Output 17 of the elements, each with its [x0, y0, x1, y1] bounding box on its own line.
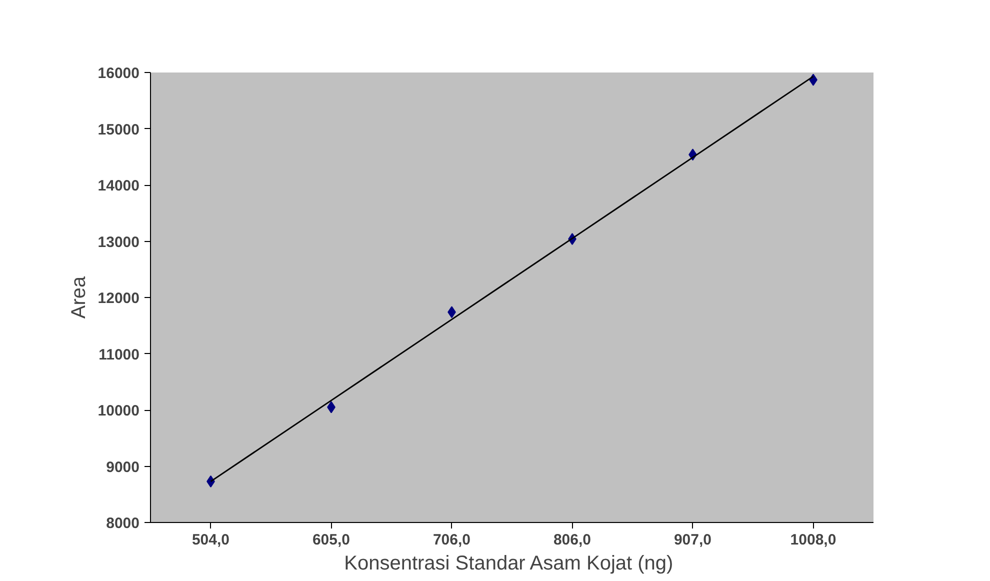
x-tick-label: 1008,0: [790, 532, 836, 548]
y-tick-label: 14000: [98, 178, 140, 194]
x-tick-label: 806,0: [553, 532, 592, 548]
y-axis-title: Area: [68, 276, 90, 319]
y-tick-label: 12000: [98, 290, 140, 307]
x-tick-label: 907,0: [674, 532, 712, 548]
y-tick-label: 16000: [98, 65, 140, 82]
x-axis-title: Konsentrasi Standar Asam Kojat (ng): [344, 552, 674, 574]
y-tick-label: 11000: [98, 346, 140, 364]
x-tick-label: 605,0: [312, 532, 350, 548]
y-tick-label: 8000: [106, 515, 140, 532]
y-tick-label: 13000: [98, 234, 140, 251]
y-tick-label: 9000: [106, 458, 140, 476]
y-tick-label: 15000: [98, 121, 140, 138]
x-tick-label: 504,0: [192, 532, 230, 548]
y-tick-label: 10000: [98, 402, 140, 420]
x-tick-label: 706,0: [432, 532, 471, 548]
